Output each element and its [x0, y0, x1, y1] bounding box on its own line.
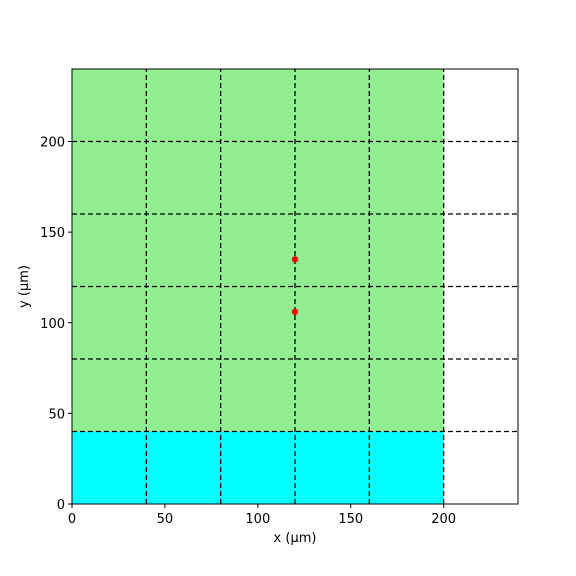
region-0 — [72, 431, 444, 504]
point-0-1 — [291, 256, 299, 263]
region-layer — [72, 69, 444, 504]
x-tick-label-0: 0 — [68, 512, 76, 527]
x-axis-ticks: 0 50 100 150 200 — [68, 504, 456, 527]
grid-layer — [72, 69, 518, 504]
x-tick-label-50: 50 — [157, 512, 174, 527]
x-tick-label-100: 100 — [245, 512, 270, 527]
y-tick-label-100: 100 — [40, 317, 65, 332]
data-points — [291, 256, 299, 316]
x-tick-label-150: 150 — [338, 512, 363, 527]
plot-frame — [71, 68, 519, 505]
y-tick-label-150: 150 — [40, 226, 65, 241]
y-axis-ticks: 0 50 100 150 200 — [40, 136, 72, 513]
y-axis-label: y (μm) — [17, 265, 32, 308]
x-axis-label: x (μm) — [274, 531, 317, 546]
y-tick-label-0: 0 — [57, 498, 65, 513]
y-tick-label-200: 200 — [40, 136, 65, 151]
y-tick-label-50: 50 — [48, 407, 65, 422]
point-0-0 — [291, 308, 299, 316]
x-tick-label-200: 200 — [431, 512, 456, 527]
region-1 — [72, 69, 444, 432]
